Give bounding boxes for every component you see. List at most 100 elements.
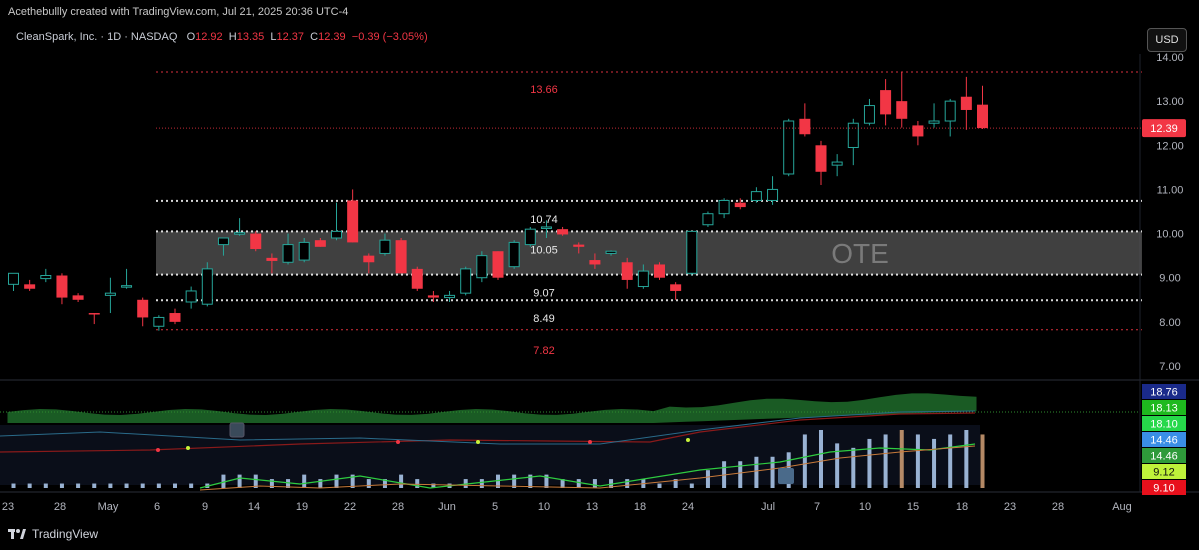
- volume-bar: [625, 479, 630, 488]
- candle-body: [121, 285, 133, 288]
- volume-bar: [76, 483, 81, 488]
- time-tick-label: Jun: [438, 501, 456, 513]
- last-price-tag: [1142, 119, 1186, 138]
- candle-body: [266, 257, 278, 261]
- candle-body: [476, 255, 488, 279]
- price-change: −0.39 (−3.05%): [351, 31, 428, 43]
- last-price-label: 12.39: [1150, 123, 1178, 135]
- candle-body: [573, 244, 585, 247]
- volume-bar: [560, 479, 565, 488]
- level-label-3: 9.07: [533, 288, 554, 300]
- candle-body: [686, 230, 698, 274]
- volume-bar: [609, 479, 614, 488]
- volume-bar: [237, 474, 242, 488]
- price-tick-label: 12.00: [1156, 140, 1184, 152]
- indicator-axis-label: 14.46: [1150, 435, 1178, 447]
- volume-bar: [334, 474, 339, 488]
- volume-bar: [835, 443, 840, 488]
- price-tick-label: 11.00: [1157, 184, 1184, 196]
- price-tick-label: 9.00: [1159, 273, 1180, 285]
- low-label: L: [270, 31, 277, 43]
- time-tick-label: 24: [682, 501, 694, 513]
- low-value: 12.37: [276, 31, 305, 43]
- volume-bar: [286, 479, 291, 488]
- level-label-5: 7.82: [533, 345, 554, 357]
- candle-body: [88, 313, 100, 315]
- volume-bar: [59, 483, 64, 488]
- volume-bar: [512, 474, 517, 488]
- candle-body: [589, 260, 601, 265]
- candle-body: [379, 239, 391, 254]
- footer-brand-name: TradingView: [32, 527, 99, 541]
- time-tick-label: 10: [538, 501, 550, 513]
- time-tick-label: 18: [956, 501, 968, 513]
- candle-body: [363, 255, 375, 263]
- time-tick-label: 7: [814, 501, 820, 513]
- indicator-axis-tag: [1142, 384, 1186, 399]
- symbol-name: CleanSpark, Inc. · 1D · NASDAQ: [16, 31, 178, 43]
- volume-bar: [802, 434, 807, 488]
- level-label-0: 13.66: [530, 84, 558, 96]
- candle-body: [654, 264, 665, 278]
- time-tick-label: 6: [154, 501, 160, 513]
- candle-body: [783, 120, 795, 175]
- time-tick-label: 28: [392, 501, 404, 513]
- volume-bar: [915, 434, 920, 488]
- volume-bar: [318, 479, 323, 488]
- candle-body: [72, 295, 84, 300]
- volume-bar: [738, 461, 743, 488]
- time-tick-label: 22: [344, 501, 356, 513]
- candle-body: [137, 299, 149, 318]
- candle-body: [460, 268, 472, 294]
- candle-body: [492, 251, 504, 278]
- candle-body: [411, 268, 423, 289]
- candle-body: [540, 226, 552, 229]
- indicator-axis-tag: [1142, 416, 1186, 431]
- level-label-4: 8.49: [533, 313, 554, 325]
- price-tick-label: 10.00: [1156, 229, 1184, 241]
- candle-body: [944, 100, 956, 122]
- candle-body: [104, 292, 116, 296]
- volume-bar: [156, 483, 161, 488]
- candle-body: [977, 104, 988, 129]
- open-value: 12.92: [195, 31, 223, 43]
- indicator-signal-dot: [156, 448, 160, 452]
- volume-bar: [851, 447, 856, 488]
- volume-bar: [883, 434, 888, 488]
- time-tick-label: 9: [202, 501, 208, 513]
- indicator-signal-dot: [476, 440, 480, 444]
- candle-body: [847, 122, 859, 148]
- indicator-axis-label: 18.76: [1150, 387, 1178, 399]
- indicator-axis-label: 9.10: [1153, 483, 1174, 495]
- candle-body: [185, 290, 197, 303]
- volume-bar: [415, 479, 420, 488]
- candle-body: [508, 241, 520, 268]
- currency-button[interactable]: USD: [1147, 28, 1187, 52]
- candle-body: [637, 270, 649, 288]
- candle-body: [153, 316, 165, 327]
- candle-body: [734, 202, 746, 208]
- candle-body: [444, 294, 456, 299]
- candle-body: [347, 200, 359, 243]
- candle-body: [314, 240, 326, 247]
- close-value: 12.39: [318, 31, 346, 43]
- candle-body: [557, 229, 569, 235]
- time-tick-label: 23: [2, 501, 14, 513]
- indicator-orange-line: [199, 445, 976, 491]
- volume-bar: [27, 483, 32, 488]
- level-label-2: 10.05: [530, 244, 558, 256]
- volume-bar: [948, 434, 953, 488]
- volume-bar: [496, 474, 500, 488]
- candle-body: [250, 233, 262, 250]
- candle-body: [621, 262, 633, 280]
- candle-body: [234, 232, 246, 235]
- time-tick-label: 13: [586, 501, 598, 513]
- time-tick-label: 14: [248, 501, 260, 513]
- indicator-axis-tag: [1142, 400, 1186, 415]
- ote-zone-label: OTE: [831, 238, 889, 269]
- candle-body: [831, 161, 843, 166]
- chart-caption-bar: Acethebullly created with TradingView.co…: [0, 0, 1199, 24]
- indicator-axis-tag: [1142, 464, 1186, 479]
- volume-bar: [350, 474, 355, 488]
